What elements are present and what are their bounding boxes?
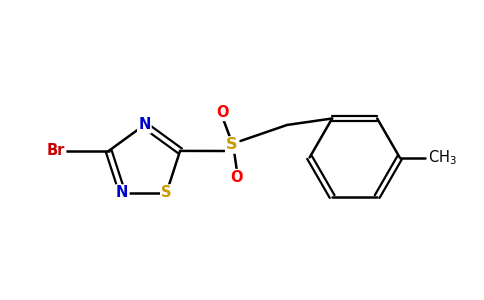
Text: Br: Br	[47, 143, 65, 158]
Text: S: S	[161, 185, 172, 200]
Text: N: N	[138, 118, 151, 133]
Text: S: S	[226, 137, 238, 152]
Text: N: N	[116, 185, 128, 200]
Text: O: O	[217, 105, 229, 120]
Text: CH$_3$: CH$_3$	[428, 148, 457, 167]
Text: O: O	[231, 170, 243, 185]
